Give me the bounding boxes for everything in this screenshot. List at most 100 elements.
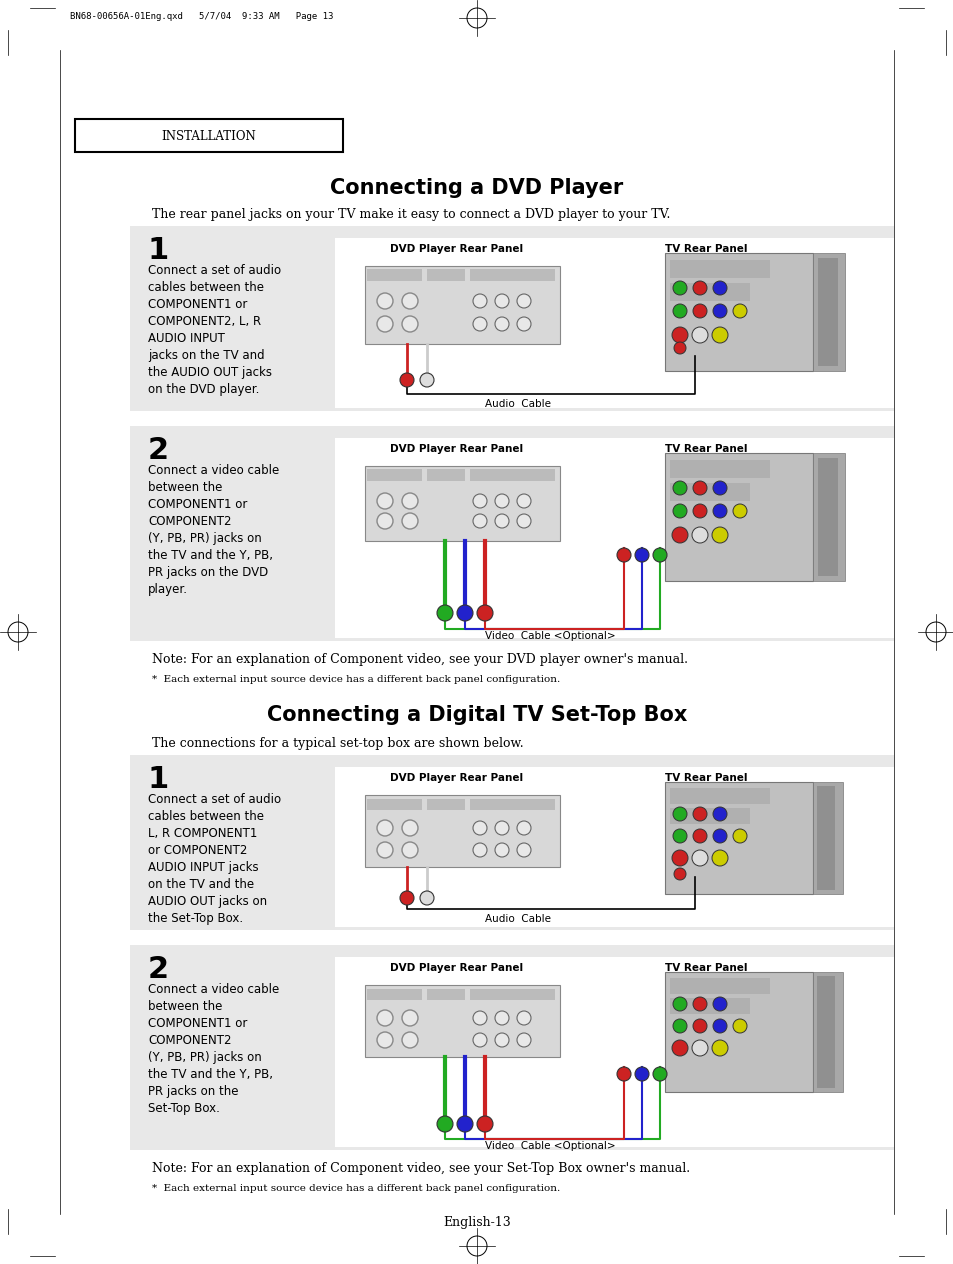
Text: TV Rear Panel: TV Rear Panel xyxy=(664,774,747,782)
Bar xyxy=(817,458,837,576)
Text: Connect a video cable
between the
COMPONENT1 or
COMPONENT2
(Y, PB, PR) jacks on
: Connect a video cable between the COMPON… xyxy=(148,983,279,1115)
Circle shape xyxy=(635,1067,648,1081)
Circle shape xyxy=(732,1019,746,1033)
Circle shape xyxy=(495,317,509,331)
Circle shape xyxy=(401,293,417,308)
Circle shape xyxy=(672,997,686,1011)
Text: Connect a set of audio
cables between the
L, R COMPONENT1
or COMPONENT2
AUDIO IN: Connect a set of audio cables between th… xyxy=(148,793,281,925)
Bar xyxy=(367,269,421,281)
Circle shape xyxy=(376,316,393,332)
Bar xyxy=(427,988,464,1000)
Bar xyxy=(470,269,555,281)
Circle shape xyxy=(672,305,686,319)
Bar xyxy=(664,972,812,1092)
Bar xyxy=(427,269,464,281)
Bar xyxy=(669,283,749,301)
Bar xyxy=(335,767,893,927)
Text: 2: 2 xyxy=(148,436,169,465)
Circle shape xyxy=(473,514,486,528)
Circle shape xyxy=(712,281,726,295)
Circle shape xyxy=(495,822,509,836)
Circle shape xyxy=(671,849,687,866)
Text: The rear panel jacks on your TV make it easy to connect a DVD player to your TV.: The rear panel jacks on your TV make it … xyxy=(152,209,670,221)
Bar xyxy=(130,755,893,930)
Bar xyxy=(367,469,421,482)
Circle shape xyxy=(376,513,393,530)
Circle shape xyxy=(473,822,486,836)
Bar xyxy=(669,787,769,804)
Circle shape xyxy=(473,843,486,857)
Circle shape xyxy=(401,842,417,858)
Circle shape xyxy=(401,1031,417,1048)
Circle shape xyxy=(711,527,727,544)
Circle shape xyxy=(401,493,417,509)
Text: The connections for a typical set-top box are shown below.: The connections for a typical set-top bo… xyxy=(152,737,523,750)
Circle shape xyxy=(635,549,648,562)
Bar xyxy=(812,453,844,581)
Text: DVD Player Rear Panel: DVD Player Rear Panel xyxy=(390,244,522,254)
Text: Video  Cable <Optional>: Video Cable <Optional> xyxy=(484,631,615,641)
Circle shape xyxy=(672,504,686,518)
Bar xyxy=(75,119,343,152)
Bar xyxy=(130,426,893,641)
Circle shape xyxy=(376,1031,393,1048)
Circle shape xyxy=(476,605,493,621)
Bar xyxy=(470,799,555,810)
Text: TV Rear Panel: TV Rear Panel xyxy=(664,444,747,454)
Bar xyxy=(427,469,464,482)
Bar xyxy=(812,972,842,1092)
Circle shape xyxy=(691,527,707,544)
Text: Audio  Cable: Audio Cable xyxy=(484,399,551,410)
Circle shape xyxy=(672,281,686,295)
Circle shape xyxy=(517,1033,531,1047)
Circle shape xyxy=(517,514,531,528)
Circle shape xyxy=(617,1067,630,1081)
Bar xyxy=(816,976,834,1088)
Text: Connecting a DVD Player: Connecting a DVD Player xyxy=(330,178,623,198)
Circle shape xyxy=(692,504,706,518)
Bar xyxy=(365,985,559,1057)
Bar xyxy=(335,238,893,408)
Bar xyxy=(816,786,834,890)
Circle shape xyxy=(652,1067,666,1081)
Circle shape xyxy=(732,305,746,319)
Circle shape xyxy=(399,891,414,905)
Circle shape xyxy=(456,605,473,621)
Circle shape xyxy=(672,806,686,822)
Text: TV Rear Panel: TV Rear Panel xyxy=(664,963,747,973)
Circle shape xyxy=(691,1040,707,1055)
Circle shape xyxy=(732,504,746,518)
Circle shape xyxy=(711,849,727,866)
Bar xyxy=(817,258,837,367)
Circle shape xyxy=(436,605,453,621)
Circle shape xyxy=(672,829,686,843)
Circle shape xyxy=(376,820,393,836)
Circle shape xyxy=(517,843,531,857)
Text: TV Rear Panel: TV Rear Panel xyxy=(664,244,747,254)
Circle shape xyxy=(419,373,434,387)
Circle shape xyxy=(495,843,509,857)
Bar xyxy=(669,260,769,278)
Text: DVD Player Rear Panel: DVD Player Rear Panel xyxy=(390,444,522,454)
Text: DVD Player Rear Panel: DVD Player Rear Panel xyxy=(390,774,522,782)
Circle shape xyxy=(712,305,726,319)
Circle shape xyxy=(712,829,726,843)
Circle shape xyxy=(672,1019,686,1033)
Circle shape xyxy=(692,1019,706,1033)
Circle shape xyxy=(673,868,685,880)
Text: Connecting a Digital TV Set-Top Box: Connecting a Digital TV Set-Top Box xyxy=(267,705,686,726)
Circle shape xyxy=(732,829,746,843)
Bar xyxy=(669,978,769,994)
Circle shape xyxy=(652,549,666,562)
Circle shape xyxy=(712,997,726,1011)
Bar xyxy=(812,253,844,372)
Bar xyxy=(367,799,421,810)
Circle shape xyxy=(517,1011,531,1025)
Circle shape xyxy=(517,317,531,331)
Circle shape xyxy=(517,295,531,308)
Bar xyxy=(335,957,893,1146)
Bar xyxy=(365,265,559,344)
Bar xyxy=(130,226,893,411)
Circle shape xyxy=(692,305,706,319)
Bar xyxy=(669,808,749,824)
